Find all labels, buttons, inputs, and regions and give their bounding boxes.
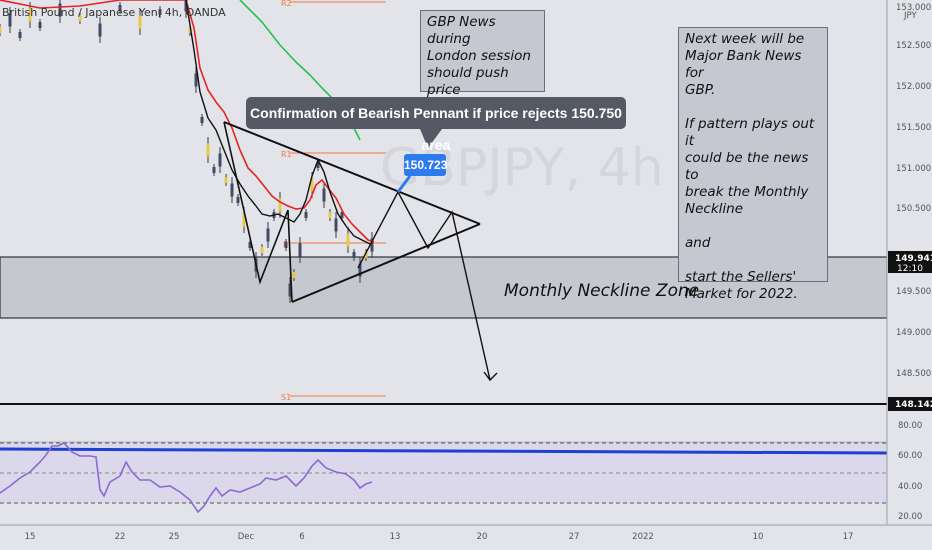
rsi-tick-label: 80.00 [898,421,922,431]
last-price-tag [888,251,932,273]
price-tick-label: 152.000 [896,82,931,92]
ema-black [185,0,371,245]
ema-red [0,0,375,243]
candle-body [212,167,216,173]
time-ticks: 15 22 25 Dec 6 13 20 27 2022 10 17 [25,532,854,542]
price-tick-label: 151.500 [896,123,931,133]
projection-path [357,190,491,381]
rsi-ticks: 80.00 60.00 40.00 20.00 [898,421,922,522]
candle-body [158,9,162,15]
time-tick-label: 27 [569,532,580,542]
time-tick-label: 15 [25,532,36,542]
candle-body [138,15,142,29]
price-tick-label: 148.500 [896,369,931,379]
price-tick-label: 151.000 [896,164,931,174]
candle-body [0,27,2,33]
candle-body [236,197,240,203]
candle-body [118,5,122,11]
candle-body [334,218,338,232]
time-tick-label: 10 [753,532,764,542]
pivot-r2-label: R2 [281,0,292,8]
candle-body [316,162,320,168]
time-tick-label: 2022 [632,532,654,542]
candle-body [346,233,350,247]
candle-body [194,73,198,87]
candle-body [78,15,82,21]
rsi-level-line [0,447,888,455]
candle-body [224,177,228,183]
candle-body [310,178,314,192]
confirmation-callout[interactable]: Confirmation of Bearish Pennant if price… [246,97,626,153]
candle-body [266,228,270,242]
time-tick-label: Dec [238,532,255,542]
rsi-tick-label: 40.00 [898,482,922,492]
price-pin[interactable]: 150.723 [404,154,447,176]
candle-body [200,117,204,123]
callout-tail [420,129,442,148]
candle-body [340,212,344,218]
price-ticks: 153.000 152.500 152.000 151.500 151.000 150.5… [896,3,931,379]
candle-body [292,272,296,278]
pennant-lower-trend [291,223,481,303]
candle-body [364,252,368,258]
candle-body [298,243,302,257]
candle-body [358,263,362,277]
candle-body [288,283,292,297]
candle-body [284,242,288,248]
support-price-tag [888,397,932,411]
time-tick-label: 6 [299,532,304,542]
candle-body [8,13,12,27]
candle-body [38,22,42,28]
candle-body [18,32,22,38]
candle-body [278,198,282,212]
price-tick-label: 149.500 [896,287,931,297]
candle-body [370,238,374,252]
countdown-value: 12:10 [897,264,923,274]
price-tick-label: 150.500 [896,204,931,214]
price-tick-label: 152.500 [896,41,931,51]
note-bank-news[interactable]: Next week will be Major Bank News for GB… [678,27,828,302]
rsi-line [0,442,373,514]
time-tick-label: 13 [390,532,401,542]
pin-connector [396,175,412,193]
pennant-upper-trend [223,121,481,225]
candle-body [188,27,192,33]
symbol-title[interactable]: British Pound / Japanese Yen, 4h, OANDA [2,6,226,19]
time-tick-label: 17 [843,532,854,542]
neckline-zone-label: Monthly Neckline Zone [504,281,700,301]
time-tick-label: 22 [115,532,126,542]
candle-body [98,23,102,37]
projection-arrowhead [483,371,498,382]
note-gbp-news[interactable]: GBP News during London session should pu… [420,10,545,115]
candle-body [352,252,356,258]
time-tick-label: 20 [477,532,488,542]
last-price-value: 149.941 [895,254,932,264]
price-tick-label: 153.000 [896,3,931,13]
candle-body [248,242,252,248]
support-price-value: 148.142 [895,400,932,410]
candle-body [218,153,222,167]
candle-body [184,0,188,12]
time-tick-label: 25 [169,532,180,542]
rsi-tick-label: 20.00 [898,512,922,522]
candle-body [328,212,332,218]
candle-body [58,3,62,17]
pole-lines [223,121,293,303]
candle-body [304,212,308,218]
candle-body [242,213,246,227]
currency-label: JPY [903,11,917,21]
pivot-s1-label: S1 [281,393,291,402]
rsi-tick-label: 60.00 [898,451,922,461]
candle-body [28,8,32,22]
candle-body [260,247,264,253]
candle-body [230,183,234,197]
price-tick-label: 149.000 [896,328,931,338]
candle-body [322,188,326,202]
pivot-r1-label: R1 [281,150,292,159]
candle-body [206,143,210,157]
